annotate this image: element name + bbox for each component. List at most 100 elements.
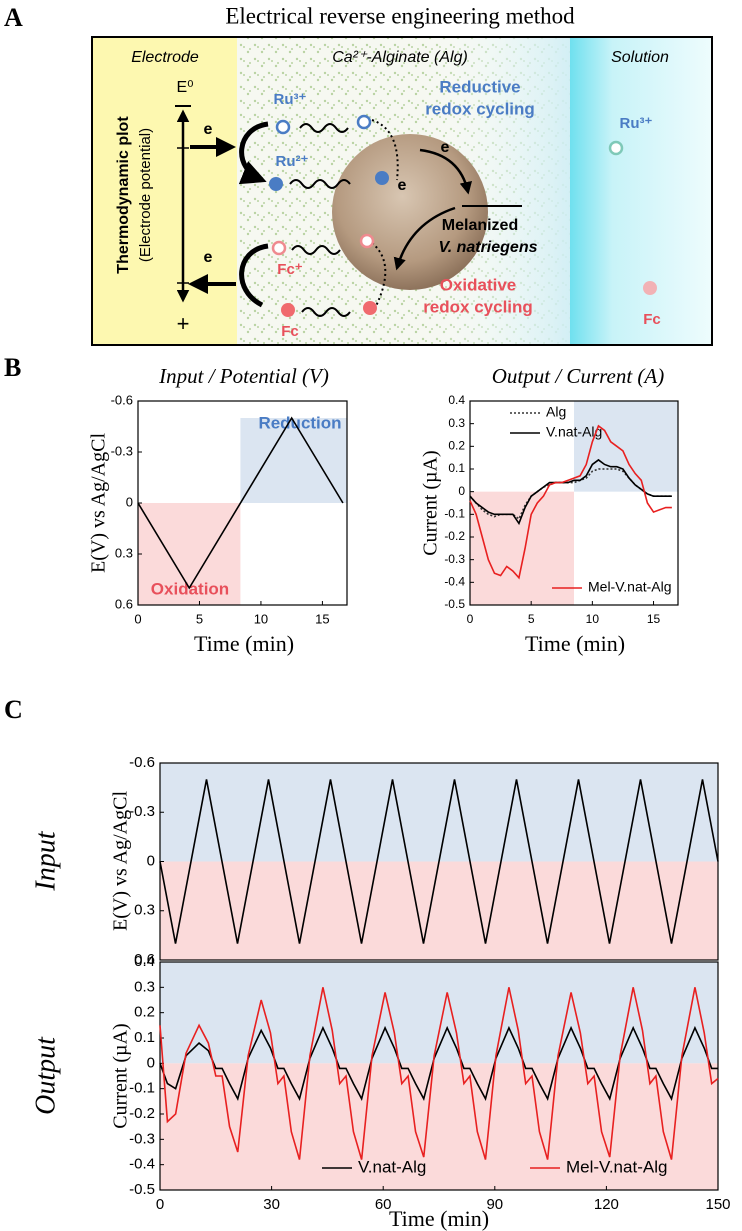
cycling-label: Oxidative	[440, 275, 517, 294]
electron-label: e	[441, 139, 450, 156]
panel-title: Electrical reverse engineering method	[225, 3, 575, 28]
species-label: Fc⁺	[277, 261, 303, 278]
y-tick-label: -0.3	[111, 443, 133, 458]
x-tick-label: 10	[254, 611, 268, 626]
species-label: Fc	[643, 311, 661, 328]
x-tick-label: 15	[647, 612, 661, 626]
y-tick-label: -0.2	[444, 529, 465, 543]
y-tick-label: 0.4	[134, 953, 155, 970]
ru2-filled	[269, 177, 283, 191]
y-tick-label: -0.3	[444, 552, 465, 566]
electron-flow	[419, 148, 472, 195]
electrode-zone	[93, 38, 237, 344]
y-tick-label: 0	[126, 494, 133, 509]
axis-subtitle: (Electrode potential)	[137, 128, 154, 262]
y-tick-label: 0.1	[134, 1029, 155, 1046]
series-line	[469, 424, 672, 580]
electron-label: e	[398, 177, 407, 194]
legend-label: Mel-V.nat-Alg	[566, 1157, 667, 1176]
series-line	[159, 987, 719, 1160]
legend-label: V.nat-Alg	[358, 1157, 426, 1176]
electron-label: e	[204, 249, 213, 266]
species-label: Fc	[281, 323, 299, 340]
x-tick-label: 60	[375, 1196, 392, 1213]
y-tick-label: 0.2	[448, 439, 465, 453]
plot-frame	[469, 400, 679, 606]
plot-frame	[159, 961, 719, 1191]
x-tick-label: 0	[467, 612, 474, 626]
x-axis-label: Time (min)	[525, 631, 625, 656]
ru2-filled	[375, 171, 389, 185]
chart-title: Output / Current (A)	[492, 364, 664, 388]
diffusion	[289, 179, 351, 189]
zone-label: Ca²⁺-Alginate (Alg)	[332, 49, 468, 66]
x-tick-label: 90	[486, 1196, 503, 1213]
region	[160, 763, 718, 862]
x-axis-label: Time (min)	[194, 631, 294, 656]
y-tick-label: -0.3	[129, 1130, 155, 1147]
x-axis-label: Time (min)	[389, 1206, 489, 1231]
y-axis-label: Current (µA)	[110, 1023, 132, 1128]
y-tick-label: 0.3	[134, 902, 155, 919]
y-tick-label: 0.2	[134, 1004, 155, 1021]
species-label: Ru³⁺	[620, 115, 653, 132]
y-axis-label: E(V) vs Ag/AgCl	[88, 433, 110, 573]
ru3-solution	[608, 140, 624, 156]
chart: -0.5 -0.4 -0.3 -0.2 -0.1 0 0.1 0.2 0.3 0.4 0 5 10 15 A…	[420, 364, 679, 656]
x-tick-label: 120	[594, 1196, 619, 1213]
cell-label: Melanized	[442, 217, 518, 234]
series-line	[159, 1025, 718, 1101]
cell	[332, 134, 488, 290]
diffusion	[301, 307, 351, 317]
y-tick-label: -0.6	[129, 754, 155, 771]
zone-label: Solution	[611, 49, 669, 66]
region-label: Reduction	[258, 413, 341, 432]
exchange	[371, 119, 399, 181]
y-tick-label: 0	[147, 852, 155, 869]
e0-label: E⁰	[176, 79, 193, 96]
y-tick-label: -0.5	[129, 1181, 155, 1198]
fc-filled	[363, 301, 377, 315]
x-tick-label: 30	[263, 1196, 280, 1213]
chart-title: Input / Potential (V)	[158, 364, 329, 388]
y-axis-label: Current (µA)	[420, 450, 442, 555]
x-tick-label: 5	[528, 612, 535, 626]
fc-open	[359, 233, 375, 249]
fc-filled	[281, 303, 295, 317]
region	[160, 861, 718, 960]
x-tick-label: 0	[134, 611, 141, 626]
electron-flow	[393, 206, 456, 271]
y-tick-label: -0.6	[111, 392, 133, 407]
series-line	[159, 779, 719, 944]
y-tick-label: -0.5	[444, 597, 465, 611]
series-line	[137, 416, 344, 590]
series-line	[469, 468, 672, 521]
legend-label: Mel-V.nat-Alg	[588, 579, 672, 595]
redox-arrow	[238, 121, 269, 185]
y-tick-label: -0.3	[129, 803, 155, 820]
y-tick-label: 0.3	[115, 545, 133, 560]
region-label: Oxidation	[151, 579, 229, 598]
legend-label: Alg	[546, 404, 566, 420]
cycling-label: Reductive	[439, 77, 520, 96]
fc-solution	[643, 281, 657, 295]
cycling-label: redox cycling	[423, 297, 533, 316]
diffusion	[291, 245, 341, 255]
y-axis-label: E(V) vs Ag/AgCl	[110, 791, 132, 931]
cell-label: V. natriegens	[438, 239, 537, 256]
redox-arrow	[239, 243, 269, 308]
y-tick-label: 0.6	[134, 951, 155, 968]
y-tick-label: 0.3	[448, 416, 465, 430]
panel-label: A	[4, 3, 23, 32]
y-tick-label: -0.4	[444, 575, 465, 589]
zone-label: Electrode	[131, 49, 199, 66]
y-tick-label: 0.4	[448, 393, 465, 407]
y-tick-label: -0.1	[444, 507, 465, 521]
chart: -0.6 -0.3 0 0.3 0.6 E(V) vs Ag/AgCl Input	[30, 754, 719, 968]
diffusion	[299, 123, 349, 133]
panel-frame	[91, 36, 713, 346]
y-tick-label: -0.1	[129, 1080, 155, 1097]
side-label: Input	[30, 830, 61, 891]
